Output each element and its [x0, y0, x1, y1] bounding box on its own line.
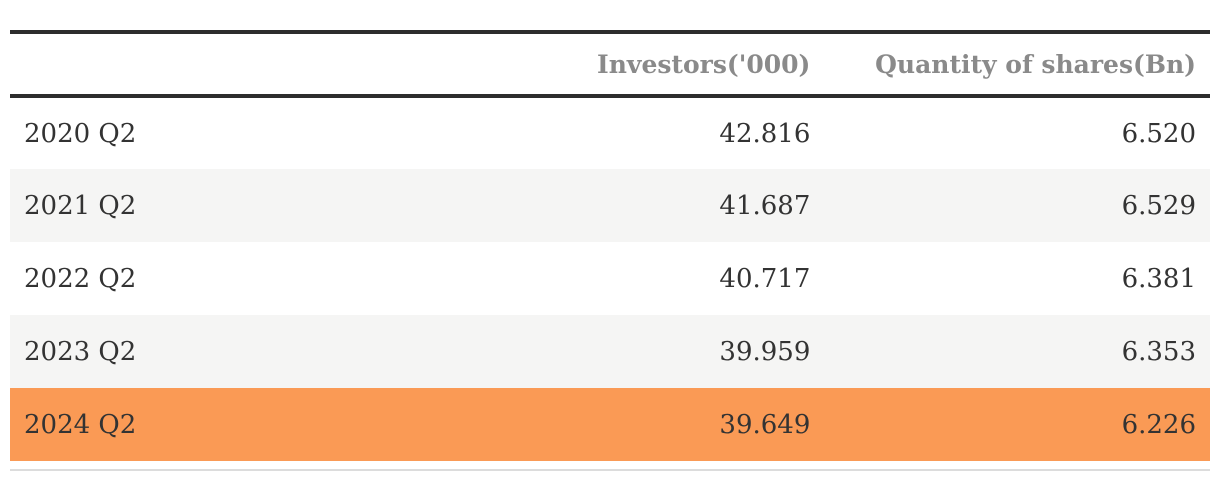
period-cell: 2023 Q2: [24, 336, 137, 367]
table-row[interactable]: 2020 Q2 42.816 6.520: [10, 96, 1210, 169]
investors-table-container: Investors('000) Quantity of shares(Bn) 2…: [10, 30, 1210, 461]
shares-cell: 6.381: [1121, 263, 1196, 294]
period-cell: 2022 Q2: [24, 263, 137, 294]
investors-cell: 41.687: [719, 190, 811, 221]
period-cell: 2020 Q2: [24, 118, 137, 149]
table-row[interactable]: 2023 Q2 39.959 6.353: [10, 315, 1210, 388]
investors-cell: 39.959: [719, 336, 811, 367]
shares-cell: 6.226: [1121, 409, 1196, 440]
table-row[interactable]: 2022 Q2 40.717 6.381: [10, 242, 1210, 315]
investors-cell: 40.717: [719, 263, 811, 294]
period-cell: 2024 Q2: [24, 409, 137, 440]
shares-cell: 6.520: [1121, 118, 1196, 149]
bottom-rule: [10, 469, 1210, 471]
table-row[interactable]: 2024 Q2 39.649 6.226: [10, 388, 1210, 461]
period-cell: 2021 Q2: [24, 190, 137, 221]
period-header-blank: [10, 32, 411, 96]
investors-cell: 42.816: [719, 118, 811, 149]
shares-cell: 6.529: [1121, 190, 1196, 221]
col-header-shares: Quantity of shares(Bn): [875, 49, 1196, 79]
table-row[interactable]: 2021 Q2 41.687 6.529: [10, 169, 1210, 242]
shares-cell: 6.353: [1121, 336, 1196, 367]
col-header-investors: Investors('000): [597, 49, 811, 79]
investors-cell: 39.649: [719, 409, 811, 440]
table-header-row: Investors('000) Quantity of shares(Bn): [10, 32, 1210, 96]
investors-table: Investors('000) Quantity of shares(Bn) 2…: [10, 30, 1210, 461]
